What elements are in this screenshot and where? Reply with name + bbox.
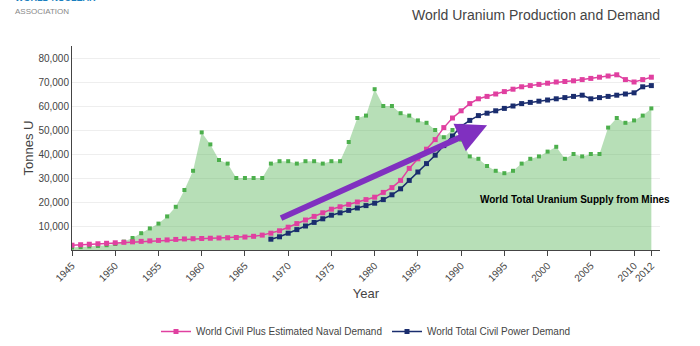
svg-text:World Civil Plus Estimated Nav: World Civil Plus Estimated Naval Demand <box>196 326 382 337</box>
svg-text:1955: 1955 <box>140 260 164 284</box>
svg-text:80,000: 80,000 <box>38 53 69 64</box>
svg-text:2000: 2000 <box>529 260 553 284</box>
svg-text:World Uranium Production and D: World Uranium Production and Demand <box>412 7 660 23</box>
svg-text:Year: Year <box>353 286 380 301</box>
svg-text:1975: 1975 <box>313 260 337 284</box>
svg-text:ASSOCIATION: ASSOCIATION <box>15 7 69 16</box>
svg-text:30,000: 30,000 <box>38 173 69 184</box>
svg-text:1995: 1995 <box>486 260 510 284</box>
svg-text:World Total Civil Power Demand: World Total Civil Power Demand <box>427 326 570 337</box>
svg-text:WORLD NUCLEAR: WORLD NUCLEAR <box>15 0 96 3</box>
svg-text:1970: 1970 <box>270 260 294 284</box>
svg-text:1950: 1950 <box>97 260 121 284</box>
svg-text:1990: 1990 <box>443 260 467 284</box>
svg-text:1980: 1980 <box>356 260 380 284</box>
svg-text:World Total Uranium Supply fro: World Total Uranium Supply from Mines <box>480 194 670 205</box>
svg-text:40,000: 40,000 <box>38 149 69 160</box>
svg-text:2012: 2012 <box>633 260 657 284</box>
svg-text:1945: 1945 <box>53 260 77 284</box>
svg-text:Tonnes U: Tonnes U <box>21 121 36 176</box>
svg-text:60,000: 60,000 <box>38 101 69 112</box>
svg-text:70,000: 70,000 <box>38 77 69 88</box>
svg-text:1965: 1965 <box>226 260 250 284</box>
svg-text:20,000: 20,000 <box>38 197 69 208</box>
svg-text:1985: 1985 <box>399 260 423 284</box>
svg-text:10,000: 10,000 <box>38 221 69 232</box>
svg-text:2010: 2010 <box>615 260 639 284</box>
svg-text:1960: 1960 <box>183 260 207 284</box>
svg-text:2005: 2005 <box>572 260 596 284</box>
svg-text:50,000: 50,000 <box>38 125 69 136</box>
